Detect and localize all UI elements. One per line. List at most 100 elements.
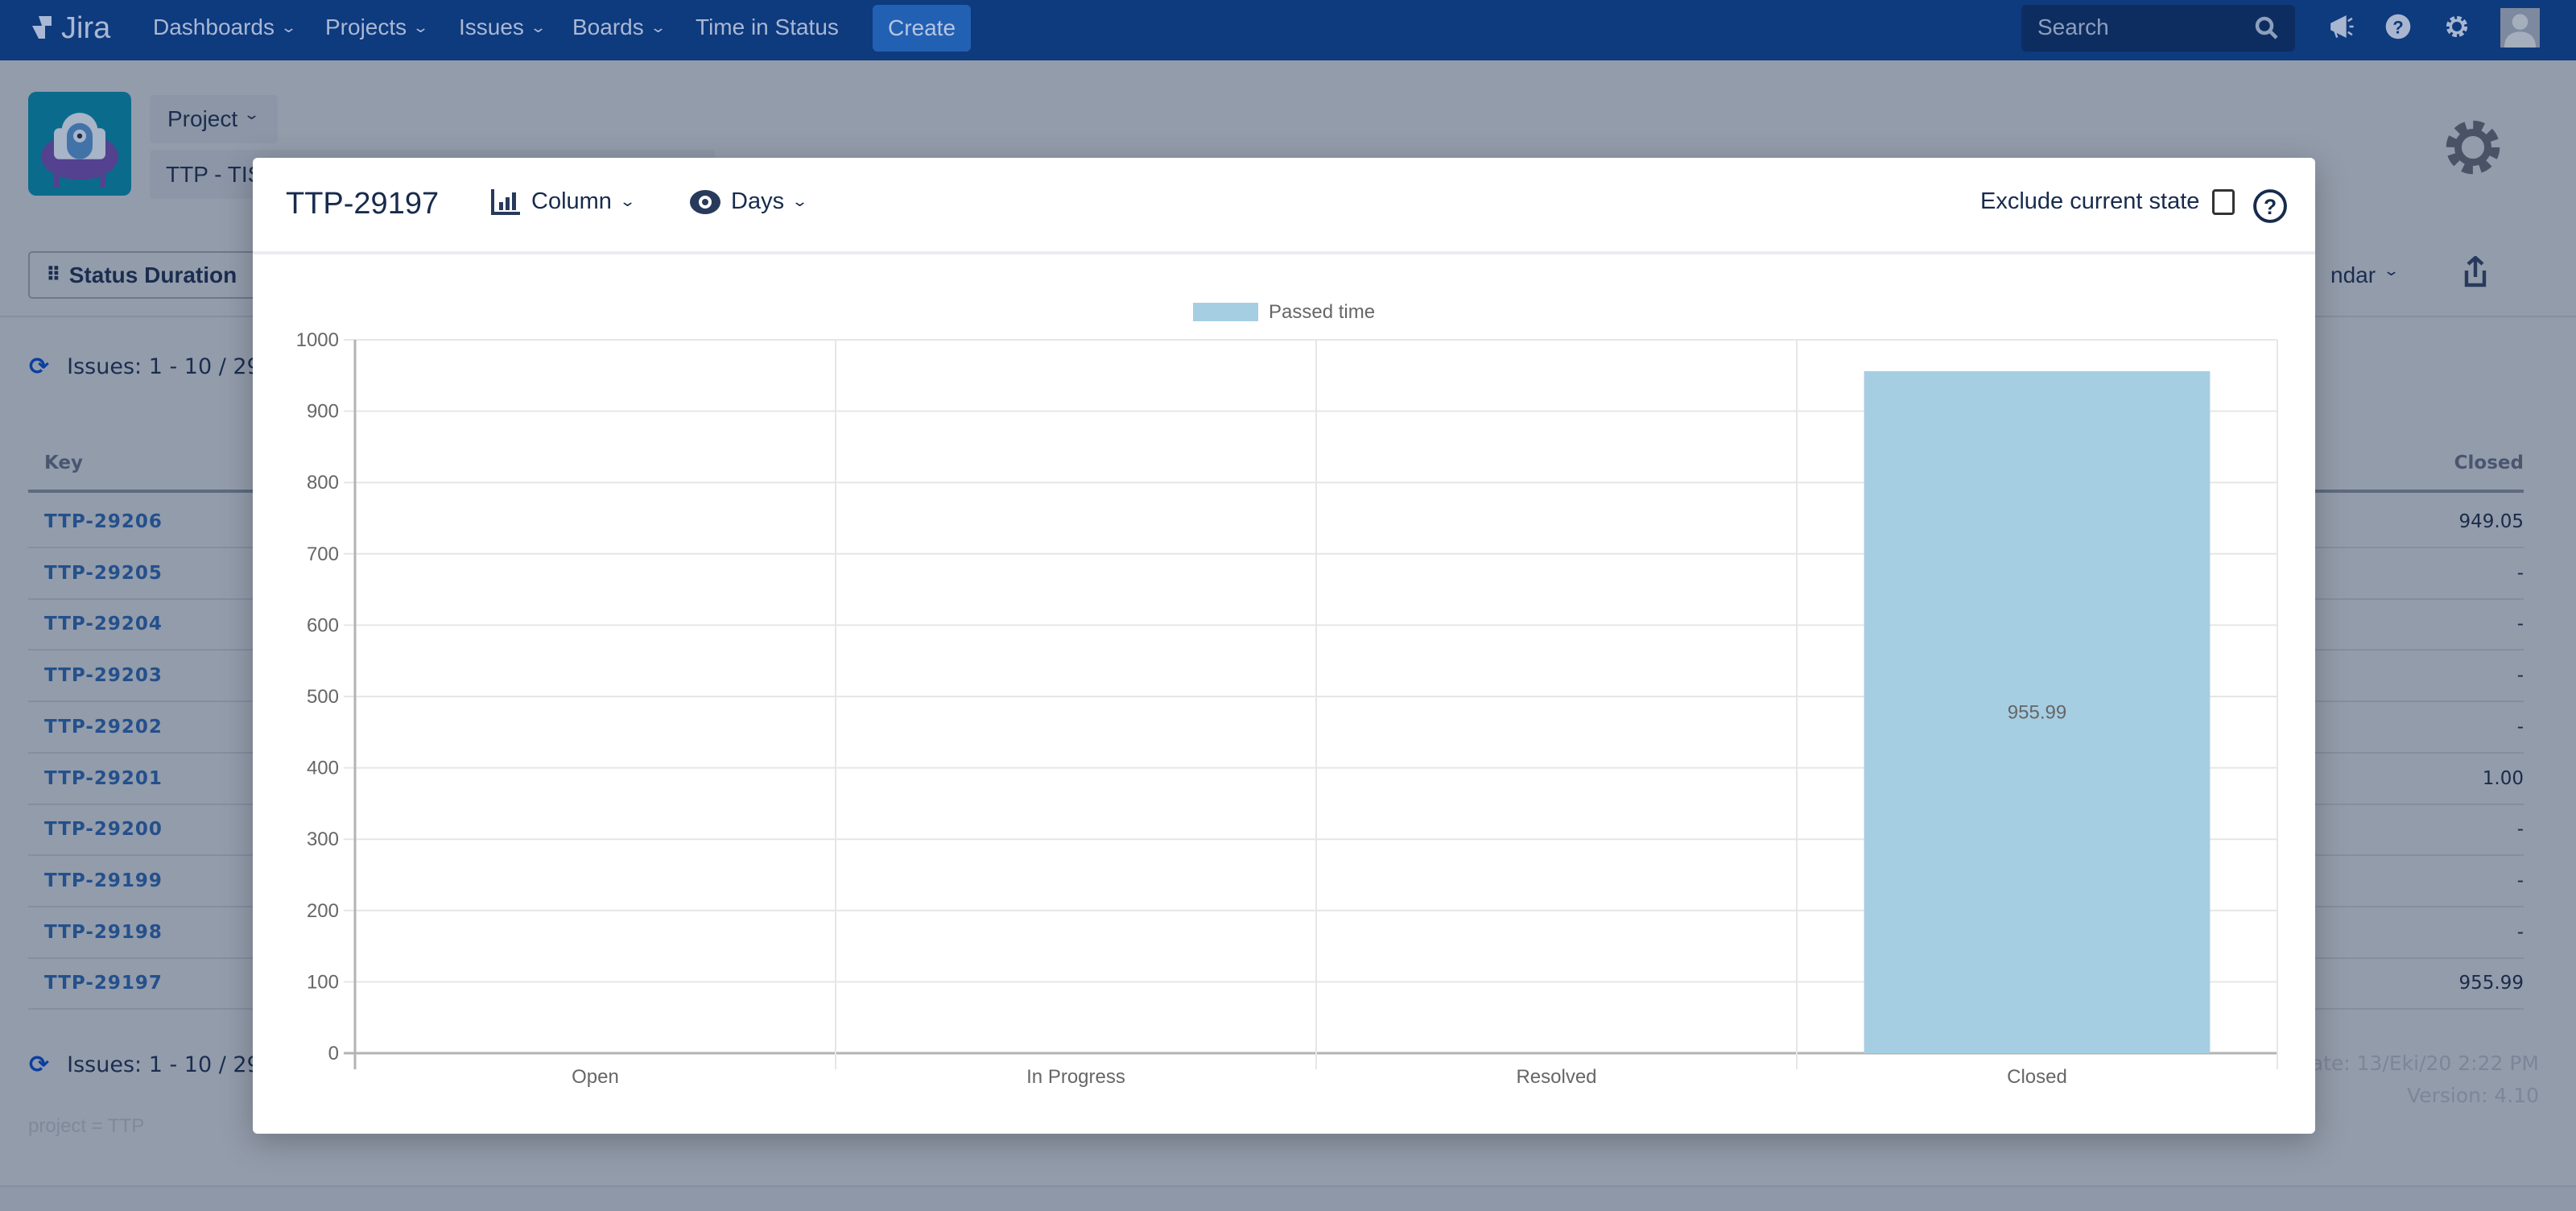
nav-projects[interactable]: Projects ⌄ — [325, 14, 430, 40]
refresh-icon[interactable]: ⟳ — [29, 1052, 50, 1078]
jql-query: project = TTP — [28, 1115, 145, 1137]
x-tick-label: Open — [572, 1066, 619, 1088]
issue-key-link[interactable]: TTP-29200 — [44, 819, 163, 841]
nav-label: Dashboards — [153, 14, 275, 39]
chart-type-label: Column — [531, 188, 612, 214]
closed-duration: - — [2516, 665, 2524, 687]
project-dropdown[interactable]: Project ⌄ — [150, 95, 278, 143]
modal-header: TTP-29197 Column ⌄ Days ⌄ Exclude current … — [253, 158, 2315, 254]
issue-key-link[interactable]: TTP-29198 — [44, 921, 163, 943]
footer — [0, 1185, 2576, 1211]
closed-duration: 1.00 — [2482, 767, 2524, 789]
y-tick-label: 600 — [307, 614, 339, 636]
issues-count-top: ⟳ Issues: 1 - 10 / 292 — [29, 353, 275, 381]
project-label: Project — [167, 106, 238, 131]
y-tick-label: 400 — [307, 758, 339, 779]
avatar-icon — [2504, 14, 2537, 48]
nav-label: Issues — [459, 14, 524, 39]
calendar-dropdown[interactable]: ndar ⌄ — [2330, 262, 2400, 288]
exclude-checkbox[interactable] — [2212, 188, 2235, 215]
project-avatar — [28, 92, 131, 196]
search-input[interactable]: Search — [2021, 5, 2295, 52]
refresh-icon[interactable]: ⟳ — [29, 353, 50, 380]
issue-key-link[interactable]: TTP-29205 — [44, 562, 163, 584]
grid-icon: ⠿ — [46, 264, 61, 286]
calendar-label: ndar — [2330, 262, 2376, 287]
chevron-down-icon: ⌄ — [279, 19, 298, 35]
nav-issues[interactable]: Issues ⌄ — [459, 14, 547, 40]
y-tick-label: 200 — [307, 900, 339, 922]
issues-count-text: Issues: 1 - 10 / 292 — [67, 354, 275, 379]
nav-time-in-status[interactable]: Time in Status — [696, 14, 839, 40]
nav-label: Projects — [325, 14, 407, 39]
ufo-icon — [41, 113, 118, 188]
y-tick-label: 1000 — [296, 329, 339, 351]
svg-text:?: ? — [2264, 195, 2277, 219]
issue-key-link[interactable]: TTP-29202 — [44, 716, 163, 738]
y-tick-label: 700 — [307, 544, 339, 565]
settings-gear-icon[interactable] — [2443, 118, 2503, 177]
closed-duration: - — [2516, 819, 2524, 841]
chevron-down-icon: ⌄ — [791, 193, 809, 209]
chevron-down-icon: ⌄ — [243, 106, 261, 122]
issue-key-link[interactable]: TTP-29197 — [44, 973, 163, 994]
avatar[interactable] — [2500, 8, 2540, 48]
svg-text:?: ? — [2392, 18, 2404, 38]
issue-key-link[interactable]: TTP-29201 — [44, 767, 163, 789]
status-chart-modal: TTP-29197 Column ⌄ Days ⌄ Exclude current … — [253, 158, 2315, 1134]
issues-count-text: Issues: 1 - 10 / 292 — [67, 1052, 275, 1077]
search-placeholder: Search — [2037, 14, 2109, 39]
x-tick-label: Resolved — [1516, 1066, 1596, 1088]
megaphone-icon[interactable] — [2329, 13, 2356, 40]
bar-closed — [1864, 370, 2211, 1053]
issue-key-link[interactable]: TTP-29203 — [44, 665, 163, 687]
unit-dropdown[interactable]: Days ⌄ — [689, 188, 809, 215]
exclude-current-state[interactable]: Exclude current state — [1980, 188, 2235, 215]
legend-label: Passed time — [1269, 301, 1375, 323]
nav-label: Boards — [572, 14, 644, 39]
status-duration-label: Status Duration — [68, 262, 237, 287]
y-tick-label: 800 — [307, 472, 339, 494]
closed-duration: 949.05 — [2458, 511, 2524, 532]
column-header-closed[interactable]: Closed — [2454, 453, 2524, 473]
search-icon — [2255, 16, 2278, 39]
closed-duration: - — [2516, 716, 2524, 738]
issue-key-link[interactable]: TTP-29206 — [44, 511, 163, 532]
y-tick-label: 0 — [328, 1043, 339, 1064]
report-date: rt Date: 13/Eki/20 2:22 PM — [2273, 1052, 2539, 1075]
export-icon[interactable] — [2463, 256, 2487, 288]
y-tick-label: 100 — [307, 971, 339, 993]
chevron-down-icon: ⌄ — [412, 19, 430, 35]
nav-label: Time in Status — [696, 14, 839, 39]
jira-logo[interactable]: Jira — [29, 11, 110, 46]
create-button[interactable]: Create — [873, 5, 971, 52]
status-duration-button[interactable]: ⠿ Status Duration — [28, 251, 270, 299]
chevron-down-icon: ⌄ — [529, 19, 547, 35]
nav-dashboards[interactable]: Dashboards ⌄ — [153, 14, 298, 40]
x-tick-label: In Progress — [1026, 1066, 1125, 1088]
legend-swatch — [1193, 303, 1258, 321]
closed-duration: - — [2516, 921, 2524, 943]
x-tick-label: Closed — [2007, 1066, 2067, 1088]
issue-key-link[interactable]: TTP-29204 — [44, 614, 163, 635]
chart-type-dropdown[interactable]: Column ⌄ — [491, 188, 636, 215]
unit-label: Days — [731, 188, 785, 214]
bar-chart: Passed time 0 100 200 300 400 500 600 700 800 900 1… — [296, 301, 2278, 1088]
closed-duration: - — [2516, 562, 2524, 584]
help-icon[interactable]: ? — [2252, 188, 2288, 224]
gear-icon[interactable] — [2443, 13, 2471, 40]
jira-logo-icon — [32, 15, 52, 39]
help-icon[interactable]: ? — [2384, 13, 2412, 40]
bar-chart-icon — [491, 188, 520, 215]
column-header-key[interactable]: Key — [44, 453, 84, 473]
modal-title: TTP-29197 — [286, 187, 440, 221]
exclude-label: Exclude current state — [1980, 188, 2200, 214]
issues-count-bottom: ⟳ Issues: 1 - 10 / 292 — [29, 1051, 275, 1079]
nav-boards[interactable]: Boards ⌄ — [572, 14, 667, 40]
version: Version: 4.10 — [2407, 1084, 2539, 1107]
closed-duration: - — [2516, 614, 2524, 635]
closed-duration: - — [2516, 870, 2524, 891]
bar-data-label: 955.99 — [2008, 701, 2066, 723]
top-navigation-bar: Jira Dashboards ⌄ Projects ⌄ Issues ⌄ Board… — [0, 0, 2576, 60]
issue-key-link[interactable]: TTP-29199 — [44, 870, 163, 891]
